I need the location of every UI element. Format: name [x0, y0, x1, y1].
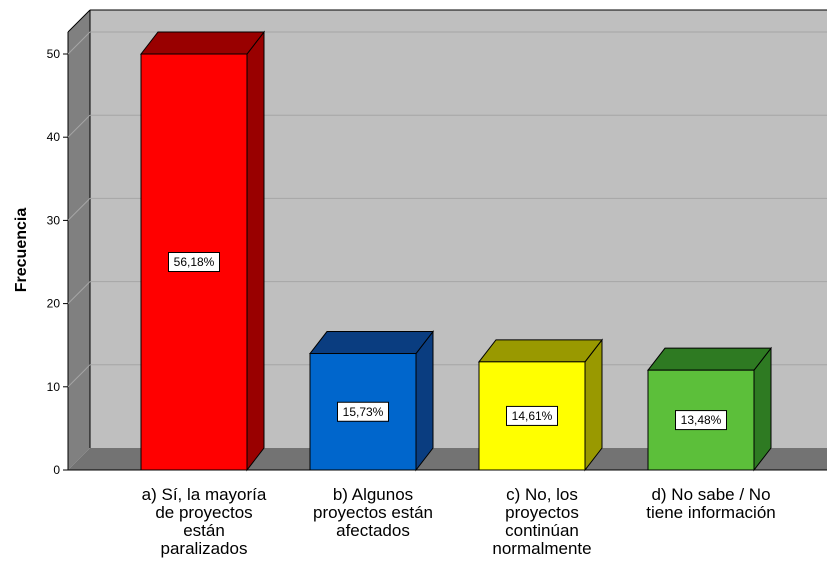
- gridline-side: [67, 198, 91, 221]
- data-label-text: 14,61%: [512, 409, 553, 423]
- x-category-label-line: están: [183, 521, 225, 540]
- data-label-text: 15,73%: [343, 405, 384, 419]
- x-category-label: a) Sí, la mayoría de proyectos están parali…: [142, 485, 267, 558]
- gridline-side: [67, 281, 91, 304]
- x-axis-categories: a) Sí, la mayoría de proyectos están parali…: [142, 485, 776, 558]
- data-label-text: 56,18%: [174, 255, 215, 269]
- x-category-label-line: proyectos están: [313, 503, 433, 522]
- bar-top-face: [646, 347, 773, 371]
- data-label-box: [675, 410, 727, 431]
- x-category-label-line: de proyectos: [155, 503, 252, 522]
- y-tick-label: 40: [47, 130, 61, 144]
- data-labels: 56,18% 15,73% 14,61% 13,48%: [168, 252, 727, 431]
- bar-top-face: [477, 339, 604, 363]
- bar-top-face: [308, 331, 435, 355]
- x-category-label-line: d) No sabe / No: [651, 485, 770, 504]
- bar: [477, 338, 604, 472]
- x-category-label-line: a) Sí, la mayoría: [142, 485, 267, 504]
- data-label-box: [168, 252, 220, 272]
- bar-top-face: [139, 31, 266, 55]
- y-tick-label: 20: [47, 297, 61, 311]
- data-label: 15,73%: [337, 401, 389, 422]
- y-tick-label: 0: [53, 463, 60, 477]
- bar: [139, 30, 266, 472]
- x-category-label-line: tiene información: [646, 503, 775, 522]
- x-category-label-line: b) Algunos: [333, 485, 413, 504]
- gridline-side: [67, 114, 91, 138]
- y-tick-label: 30: [47, 213, 61, 227]
- bar-side-face: [246, 30, 265, 472]
- x-category-label-line: proyectos: [505, 503, 579, 522]
- bar-side-face: [415, 330, 434, 472]
- data-label-text: 13,48%: [681, 413, 722, 427]
- x-category-label-line: continúan: [505, 521, 579, 540]
- data-label: 14,61%: [506, 405, 558, 426]
- gridline-side: [67, 364, 91, 388]
- gridline-side: [67, 31, 91, 55]
- data-label: 56,18%: [168, 252, 220, 272]
- x-category-label: b) Algunos proyectos están afectados: [313, 485, 433, 540]
- x-category-label-line: afectados: [336, 521, 410, 540]
- y-axis-label: Frecuencia: [13, 208, 30, 293]
- bar: [646, 346, 773, 472]
- top-edge-line: [67, 9, 91, 33]
- x-category-label-line: c) No, los: [506, 485, 578, 504]
- bar-side-face: [584, 338, 603, 472]
- x-category-label-line: paralizados: [161, 539, 248, 558]
- left-wall: [68, 10, 90, 470]
- y-tick-label: 10: [47, 380, 61, 394]
- x-category-label: d) No sabe / No tiene información: [646, 485, 775, 522]
- bar: [308, 330, 435, 472]
- data-label: 13,48%: [675, 410, 727, 431]
- data-label-box: [506, 405, 558, 426]
- x-category-label: c) No, los proyectos continúan normalmente: [492, 485, 591, 558]
- y-tick-label: 50: [47, 47, 61, 61]
- data-label-box: [337, 401, 389, 422]
- x-category-label-line: normalmente: [492, 539, 591, 558]
